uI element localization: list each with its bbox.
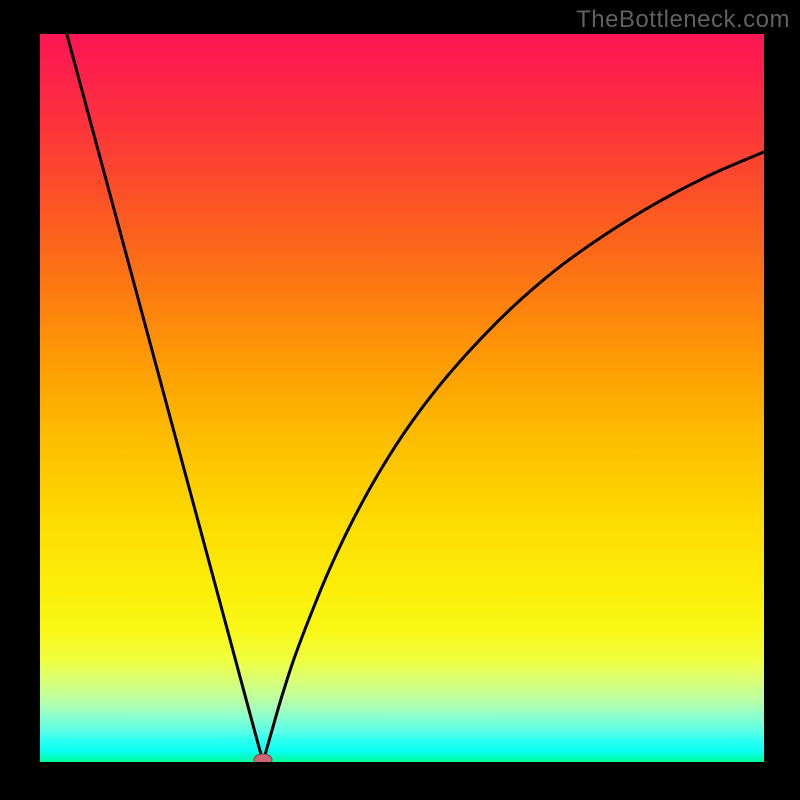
bottleneck-curve: [40, 34, 764, 762]
plot-area: [40, 34, 764, 762]
vertex-dot: [254, 754, 272, 762]
curve-path: [67, 34, 764, 762]
watermark-text: TheBottleneck.com: [576, 6, 790, 34]
chart-container: TheBottleneck.com: [0, 0, 800, 800]
